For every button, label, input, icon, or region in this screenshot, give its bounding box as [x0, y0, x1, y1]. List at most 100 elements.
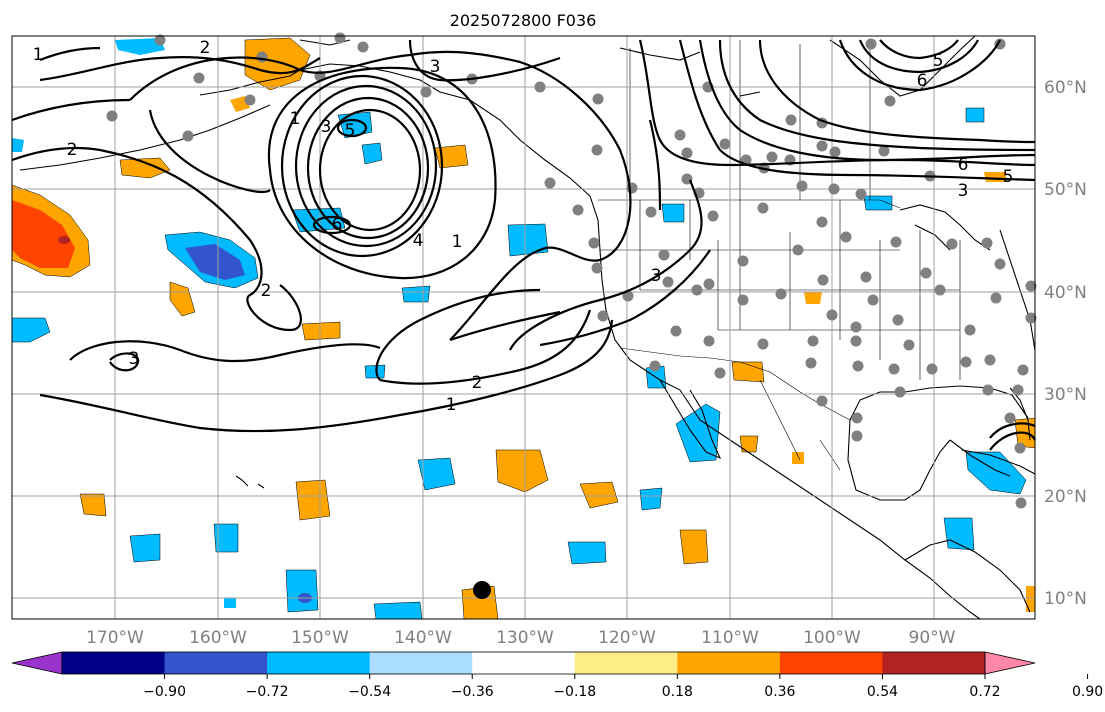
colorbar-tick-label: −0.72 — [246, 684, 289, 700]
contour-label: 5 — [1003, 167, 1014, 187]
negative-anomaly-blob — [213, 523, 239, 553]
colorbar-border — [61, 651, 986, 675]
negative-anomaly-blob — [115, 38, 165, 55]
colorbar-segment — [62, 652, 166, 674]
contour-label: 6 — [332, 215, 343, 235]
negative-anomaly-blob — [507, 223, 549, 257]
negative-anomaly-core — [185, 244, 245, 280]
colorbar-segment — [472, 652, 576, 674]
negative-anomaly-blob — [661, 203, 685, 223]
contour-label: 5 — [345, 121, 356, 141]
negative-anomaly-blob — [129, 533, 161, 563]
contour-label: 1 — [446, 395, 457, 415]
positive-anomaly-blob — [169, 281, 196, 317]
colorbar-segment — [369, 652, 473, 674]
colorbar-segment — [267, 652, 371, 674]
negative-anomaly-blob — [965, 107, 985, 123]
positive-anomaly-blob — [1026, 586, 1035, 612]
positive-anomaly-blob — [804, 292, 822, 304]
positive-anomaly-blob — [79, 493, 107, 517]
colorbar-tick-label: 0.18 — [662, 684, 693, 700]
gridlines — [12, 36, 1035, 619]
positive-anomaly-blob — [731, 361, 765, 383]
negative-anomaly-blob — [285, 569, 319, 613]
longitude-label: 140°W — [394, 628, 452, 648]
station-dots — [106, 32, 1037, 509]
latitude-label: 40°N — [1044, 283, 1087, 303]
positive-anomaly-blob — [301, 321, 341, 341]
positive-anomaly-blob — [244, 37, 311, 91]
contour-label: 1 — [452, 232, 463, 252]
contour-label: 3 — [430, 57, 441, 77]
positive-anomaly-blob — [495, 449, 549, 493]
latitude-label: 10°N — [1044, 589, 1087, 609]
negative-anomaly-blob — [12, 138, 24, 152]
negative-anomaly-blob — [401, 285, 431, 303]
contour-label: 2 — [200, 38, 211, 58]
longitude-label: 120°W — [598, 628, 656, 648]
colorbar-segment — [779, 652, 883, 674]
colorbar-extend-min — [11, 651, 63, 675]
colorbar-tick-label: −0.18 — [553, 684, 596, 700]
colorbar-tick-label: 0.54 — [867, 684, 898, 700]
positive-anomaly-blob — [792, 452, 804, 464]
contour-label: 4 — [413, 231, 424, 251]
latitude-label: 50°N — [1044, 180, 1087, 200]
positive-anomaly-blob — [739, 435, 759, 453]
colorbar-segment — [164, 652, 268, 674]
negative-anomaly-blob — [567, 541, 607, 565]
colorbar-tick-label: −0.90 — [143, 684, 186, 700]
latitude-axis: 60°N 50°N 40°N 30°N 20°N 10°N — [1044, 78, 1087, 609]
longitude-axis: 170°W 160°W 150°W 140°W 130°W 120°W 110°… — [86, 628, 956, 648]
negative-anomaly-blob — [965, 451, 1027, 495]
colorbar-tick-label: −0.54 — [348, 684, 391, 700]
contour-label: 2 — [261, 281, 272, 301]
negative-anomaly-blob — [361, 142, 383, 165]
positive-anomaly-blob — [119, 157, 171, 179]
colorbar: −0.90 −0.72 −0.54 −0.36 −0.18 0.18 0.36 0.54 0.7… — [11, 651, 1103, 700]
colorbar-segment — [882, 652, 986, 674]
negative-anomaly-blob — [373, 601, 423, 620]
contour-label: 3 — [651, 266, 662, 286]
contour-label: 6 — [917, 71, 928, 91]
contour-label-group: 1 2 2 1 3 3 5 6 4 1 2 3 2 1 3 6 3 5 5 6 — [33, 38, 1014, 415]
longitude-label: 150°W — [291, 628, 349, 648]
positive-anomaly-core — [12, 200, 75, 268]
shading-anomalies — [11, 37, 1036, 620]
contour-label: 3 — [321, 117, 332, 137]
contour-label: 6 — [958, 155, 969, 175]
contour-label: 3 — [958, 181, 969, 201]
colorbar-segment — [574, 652, 678, 674]
positive-anomaly-blob — [679, 529, 709, 565]
longitude-label: 130°W — [496, 628, 554, 648]
contour-label: 2 — [67, 140, 78, 160]
colorbar-tick-label: 0.90 — [1072, 684, 1103, 700]
latitude-label: 60°N — [1044, 78, 1087, 98]
map-background — [12, 36, 1035, 619]
negative-anomaly-blob — [863, 195, 893, 211]
colorbar-extend-max — [984, 651, 1036, 675]
longitude-label: 100°W — [803, 628, 861, 648]
contour-label: 1 — [33, 45, 44, 65]
contour-label: 1 — [290, 109, 301, 129]
contour-lines — [11, 39, 1037, 451]
positive-anomaly-peak — [58, 236, 70, 244]
storm-marker — [473, 581, 491, 599]
latitude-label: 20°N — [1044, 487, 1087, 507]
positive-anomaly-blob — [434, 144, 469, 169]
colorbar-tick-label: 0.36 — [764, 684, 795, 700]
figure-title: 2025072800 F036 — [450, 11, 597, 30]
positive-anomaly-blob — [579, 481, 619, 509]
contour-label: 2 — [472, 373, 483, 393]
longitude-label: 110°W — [701, 628, 759, 648]
negative-anomaly-blob — [224, 598, 236, 608]
colorbar-tick-label: −0.36 — [451, 684, 494, 700]
longitude-label: 170°W — [86, 628, 144, 648]
negative-anomaly-blob — [943, 517, 975, 551]
map-frame — [11, 35, 1036, 620]
negative-anomaly-blob — [639, 487, 663, 511]
contour-label: 3 — [129, 349, 140, 369]
colorbar-segment — [677, 652, 781, 674]
latitude-label: 30°N — [1044, 385, 1087, 405]
